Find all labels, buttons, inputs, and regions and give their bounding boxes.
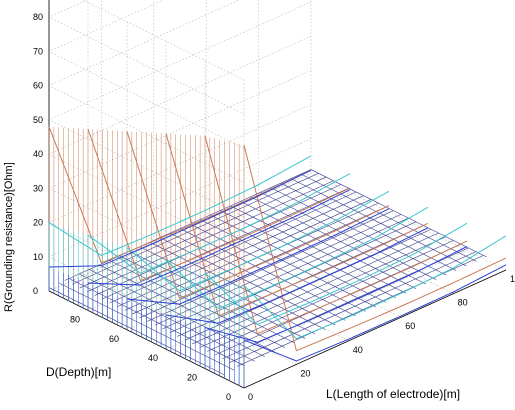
z-tick-label: 0 — [33, 286, 38, 296]
grid-line-x — [310, 0, 507, 271]
surface-curve — [87, 189, 351, 286]
floor-mesh-line — [99, 264, 276, 353]
y-axis-label: D(Depth)[m] — [46, 365, 111, 379]
surface-curve — [243, 144, 507, 352]
floor-mesh-line — [270, 187, 447, 276]
floor-mesh-line — [117, 195, 364, 307]
surface-curve — [243, 264, 507, 362]
floor-mesh-line — [207, 240, 454, 352]
z-tick-label: 20 — [33, 218, 43, 228]
surface-curve — [165, 227, 429, 324]
floor-mesh-line — [280, 182, 457, 271]
x-axis-label: L(Length of electrode)[m] — [326, 387, 460, 401]
surfaces — [48, 126, 507, 388]
floor-mesh-line — [69, 278, 245, 367]
floor-mesh-line — [229, 251, 477, 363]
floor-mesh-line — [210, 214, 386, 303]
z-tick-label: 30 — [33, 183, 43, 193]
z-tick-label: 50 — [33, 115, 43, 125]
x-tick-label: 20 — [300, 368, 310, 378]
grid-line-x — [258, 0, 454, 294]
floor-mesh-line — [260, 192, 437, 280]
y-tick-label: 0 — [226, 392, 231, 402]
surface-curve — [165, 206, 429, 310]
floor-mesh-line — [79, 176, 327, 289]
grid-line-x — [101, 0, 297, 365]
z-axis-label: R(Grounding resistance)[Ohm] — [3, 162, 15, 312]
floor-mesh-line — [290, 178, 467, 267]
x-axis-line — [243, 269, 507, 389]
grid-line-z — [82, 0, 245, 81]
z-tick-label: 80 — [33, 12, 43, 22]
surface-curve — [87, 173, 351, 274]
surface-curve — [204, 222, 468, 326]
z-tick-label: 60 — [33, 81, 43, 91]
floor-mesh-line — [179, 228, 356, 317]
z-tick-label: 40 — [33, 149, 43, 159]
x-tick-label: 100 — [510, 274, 515, 284]
x-tick-label: 0 — [248, 392, 253, 402]
floor-mesh-line — [154, 214, 402, 326]
floor-mesh-line — [102, 187, 349, 300]
grid-line-y — [243, 80, 507, 389]
floor-mesh-line — [192, 232, 439, 345]
x-tick-label: 80 — [458, 298, 468, 308]
floor-mesh-line — [147, 210, 394, 322]
floor-mesh-line — [109, 191, 357, 304]
y-tick-label: 20 — [187, 373, 197, 383]
floor-mesh-line — [300, 173, 477, 262]
floor-mesh-line — [199, 236, 447, 348]
floor-mesh-line — [169, 221, 417, 334]
axes — [48, 0, 507, 389]
floor-mesh-line — [124, 199, 372, 311]
floor-mesh-line — [119, 255, 296, 344]
x-tick-label: 40 — [353, 345, 363, 355]
floor-mesh-line — [58, 282, 235, 371]
surface-curve — [48, 169, 312, 268]
x-tick-label: 60 — [405, 321, 415, 331]
floor-mesh-line — [310, 169, 487, 258]
surface-curve — [204, 135, 468, 335]
surface-curve — [126, 190, 390, 292]
surface-curve — [48, 155, 312, 256]
y-tick-label: 60 — [109, 334, 119, 344]
grid-line-x — [153, 0, 349, 342]
surface-curve — [126, 208, 390, 305]
z-tick-label: 10 — [33, 252, 43, 262]
tick-labels: 0204060801000204060800102030405060708090 — [33, 12, 515, 402]
y-tick-label: 40 — [148, 353, 158, 363]
z-tick-label: 70 — [33, 46, 43, 56]
floor-mesh-line — [64, 169, 312, 281]
floor-mesh-line — [79, 273, 255, 362]
floor-mesh-line — [189, 223, 366, 312]
floor-mesh-line — [87, 180, 334, 292]
y-tick-label: 80 — [70, 314, 80, 324]
surface-curve — [204, 246, 468, 343]
grid-lines — [48, 0, 507, 389]
grid-line-x — [205, 0, 402, 318]
floor-mesh-line — [159, 237, 336, 326]
floor-mesh-line — [162, 217, 409, 330]
